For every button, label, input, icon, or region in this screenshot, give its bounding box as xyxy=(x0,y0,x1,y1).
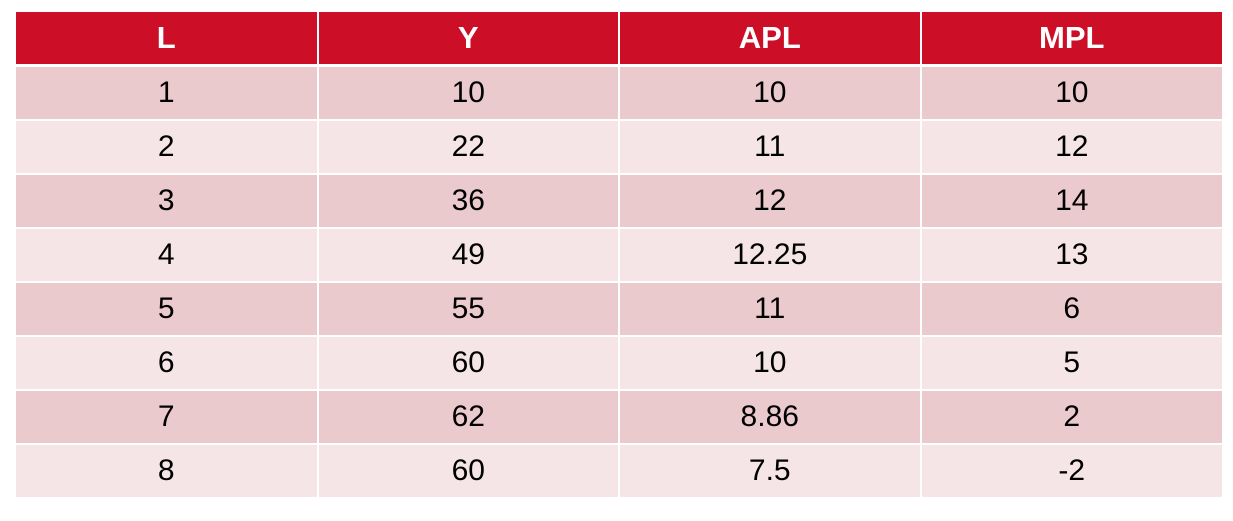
table-cell-mpl: 14 xyxy=(919,173,1222,228)
table-cell-y: 49 xyxy=(316,227,620,282)
table-row: 8 60 7.5 -2 xyxy=(16,443,1222,497)
table-cell-apl: 12 xyxy=(618,173,922,228)
header-cell-y: Y xyxy=(316,12,620,67)
table-cell-y: 62 xyxy=(316,389,620,444)
table-cell-l: 4 xyxy=(16,227,319,282)
header-cell-l: L xyxy=(16,12,319,67)
table-cell-mpl: -2 xyxy=(919,443,1222,497)
table-cell-l: 6 xyxy=(16,335,319,390)
table-container: L Y APL MPL 1 10 10 10 2 22 11 12 3 36 12 14 4 49 12.2… xyxy=(16,12,1222,497)
table-cell-apl: 8.86 xyxy=(618,389,922,444)
table-cell-apl: 10 xyxy=(618,335,922,390)
table-cell-l: 8 xyxy=(16,443,319,497)
table-cell-mpl: 10 xyxy=(919,64,1222,120)
table-row: 1 10 10 10 xyxy=(16,64,1222,120)
table-cell-l: 1 xyxy=(16,64,319,120)
data-table: L Y APL MPL 1 10 10 10 2 22 11 12 3 36 12 14 4 49 12.2… xyxy=(16,12,1222,497)
table-cell-mpl: 12 xyxy=(919,119,1222,174)
table-cell-y: 55 xyxy=(316,281,620,336)
table-cell-apl: 12.25 xyxy=(618,227,922,282)
table-cell-apl: 11 xyxy=(618,281,922,336)
table-cell-mpl: 5 xyxy=(919,335,1222,390)
table-row: 2 22 11 12 xyxy=(16,119,1222,174)
table-header: L Y APL MPL xyxy=(16,12,1222,67)
table-row: 4 49 12.25 13 xyxy=(16,227,1222,282)
header-cell-apl: APL xyxy=(618,12,922,67)
header-row: L Y APL MPL xyxy=(16,12,1222,67)
table-cell-apl: 10 xyxy=(618,64,922,120)
table-cell-l: 7 xyxy=(16,389,319,444)
table-cell-y: 22 xyxy=(316,119,620,174)
table-cell-l: 2 xyxy=(16,119,319,174)
table-row: 7 62 8.86 2 xyxy=(16,389,1222,444)
table-row: 6 60 10 5 xyxy=(16,335,1222,390)
table-cell-y: 36 xyxy=(316,173,620,228)
table-cell-y: 60 xyxy=(316,443,620,497)
table-cell-mpl: 2 xyxy=(919,389,1222,444)
table-cell-y: 10 xyxy=(316,64,620,120)
table-row: 3 36 12 14 xyxy=(16,173,1222,228)
table-cell-apl: 7.5 xyxy=(618,443,922,497)
table-body: 1 10 10 10 2 22 11 12 3 36 12 14 4 49 12.25 13 5 55 11 6 6 60… xyxy=(16,64,1222,497)
table-cell-y: 60 xyxy=(316,335,620,390)
table-cell-apl: 11 xyxy=(618,119,922,174)
header-cell-mpl: MPL xyxy=(919,12,1222,67)
table-cell-l: 3 xyxy=(16,173,319,228)
table-cell-mpl: 6 xyxy=(919,281,1222,336)
table-row: 5 55 11 6 xyxy=(16,281,1222,336)
table-cell-l: 5 xyxy=(16,281,319,336)
table-cell-mpl: 13 xyxy=(919,227,1222,282)
